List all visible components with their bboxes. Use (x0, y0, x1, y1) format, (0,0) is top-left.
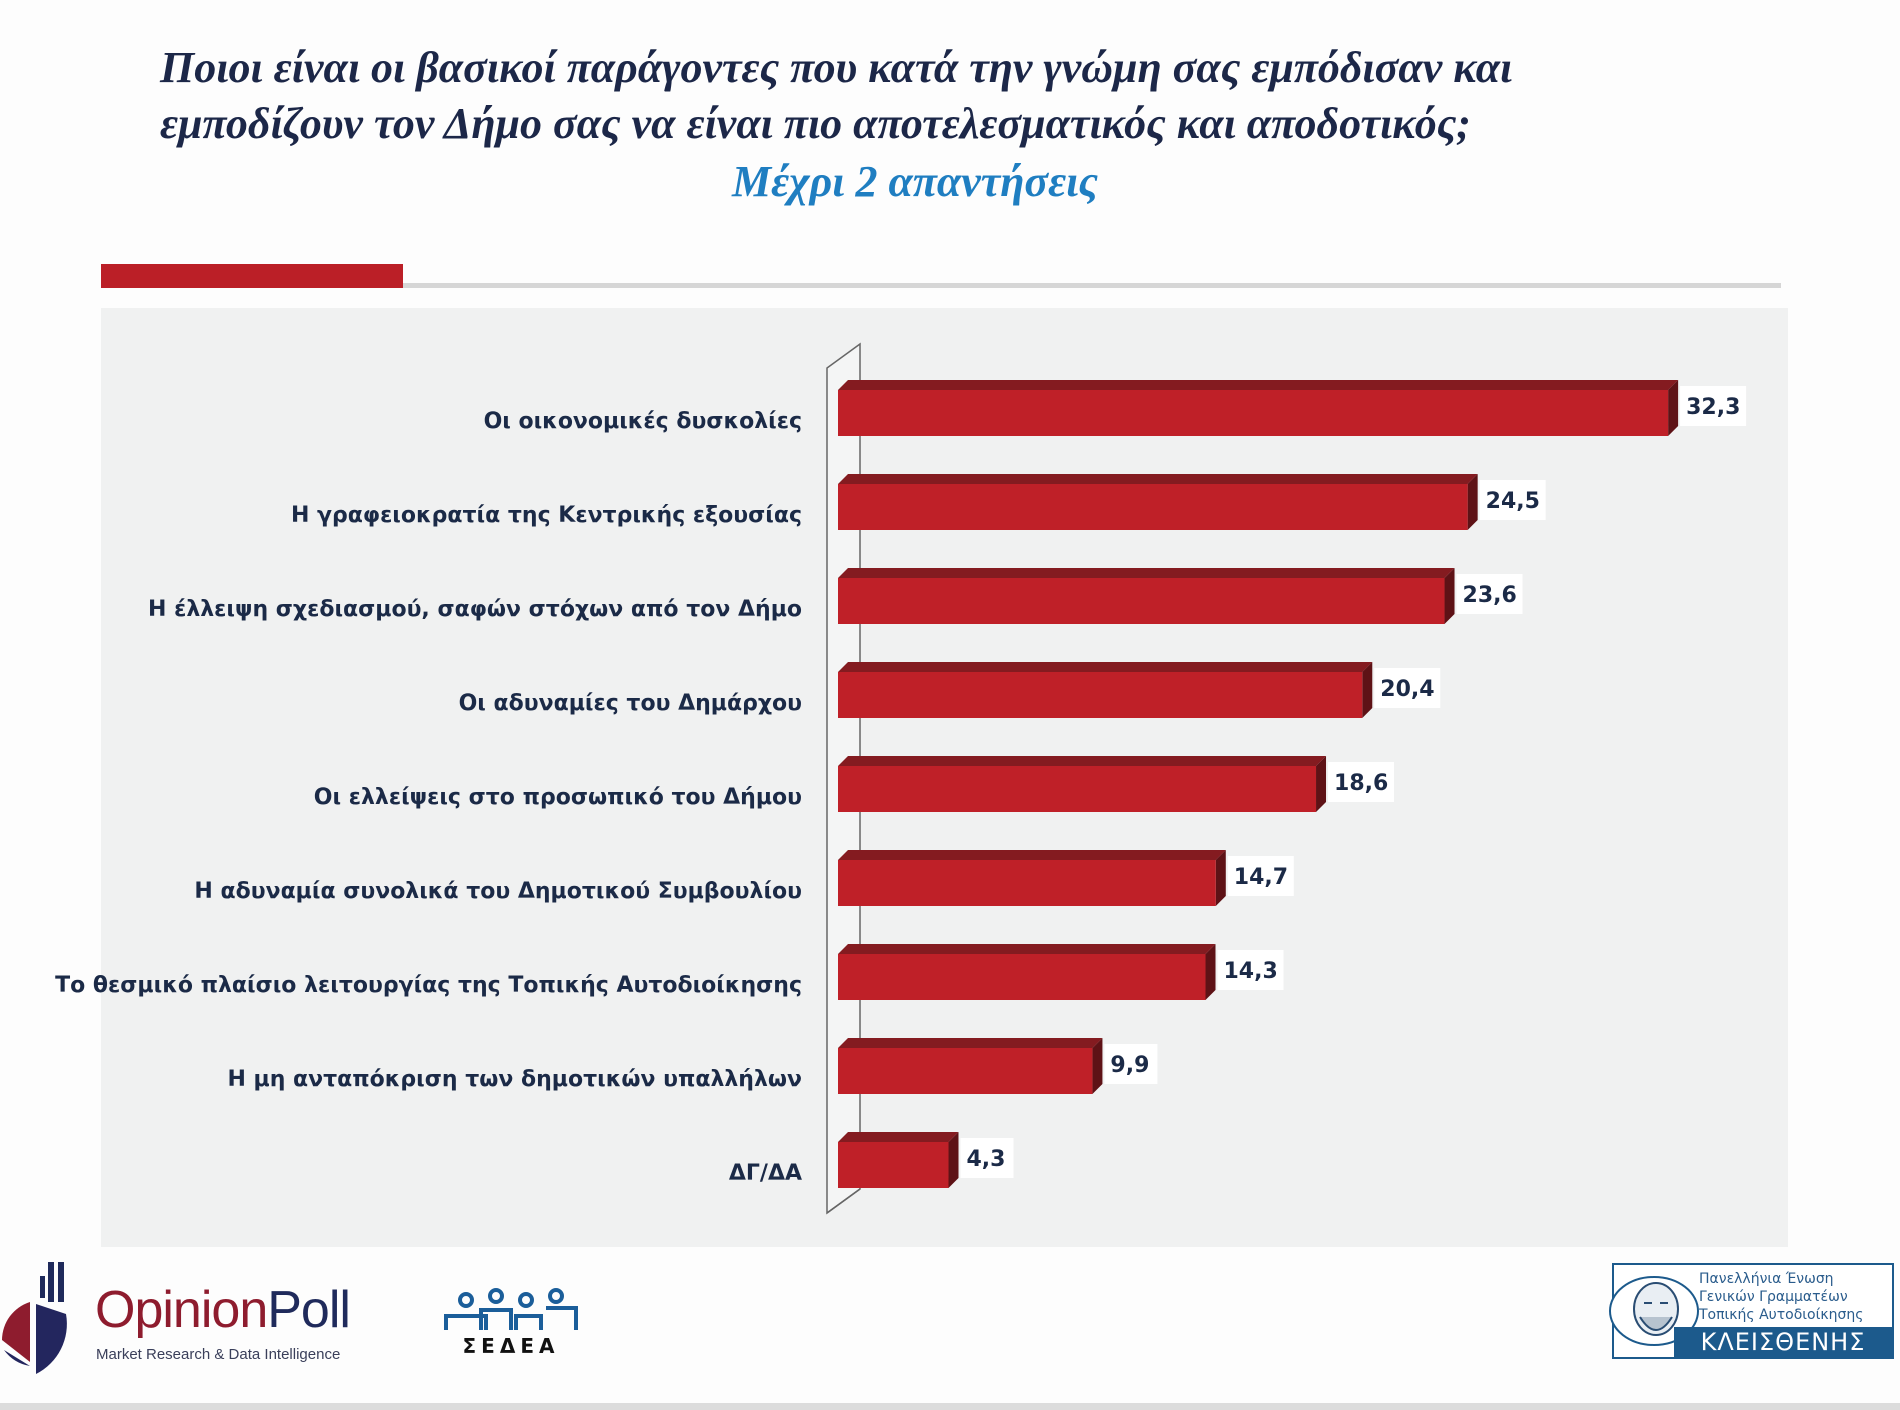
kleisthenis-line-1: Πανελλήνια Ένωση (1699, 1271, 1834, 1287)
footer-strip (0, 1403, 1900, 1410)
opinionpoll-logo: OpinionPoll Market Research & Data Intel… (0, 1262, 351, 1382)
sedea-text: ΣΕΔΕΑ (462, 1334, 560, 1358)
opinionpoll-tagline: Market Research & Data Intelligence (96, 1346, 341, 1363)
chart-title-line-1: Ποιοι είναι οι βασικοί παράγοντες που κα… (160, 43, 1513, 92)
sedea-logo: ΣΕΔΕΑ (436, 1288, 586, 1358)
pie-chart-icon (2, 1262, 67, 1374)
red-accent-bar (101, 264, 403, 288)
opinionpoll-name-part1: Opinion (95, 1281, 268, 1339)
chart-panel (101, 308, 1788, 1247)
kleisthenis-name: ΚΛΕΙΣΘΕΝΗΣ (1674, 1327, 1892, 1357)
chart-title-line-2: εμποδίζουν τον Δήμο σας να είναι πιο απο… (160, 99, 1471, 148)
opinionpoll-name: OpinionPoll (95, 1280, 351, 1340)
kleisthenis-line-3: Τοπικής Αυτοδιοίκησης (1699, 1307, 1864, 1323)
gray-divider-line (403, 283, 1781, 288)
people-icon (444, 1288, 578, 1330)
opinionpoll-name-part2: Poll (267, 1281, 351, 1339)
kleisthenis-logo: Πανελλήνια Ένωση Γενικών Γραμματέων Τοπι… (1609, 1263, 1894, 1359)
chart-subtitle: Μέχρι 2 απαντήσεις (731, 157, 1099, 206)
kleisthenis-line-2: Γενικών Γραμματέων (1699, 1289, 1848, 1305)
